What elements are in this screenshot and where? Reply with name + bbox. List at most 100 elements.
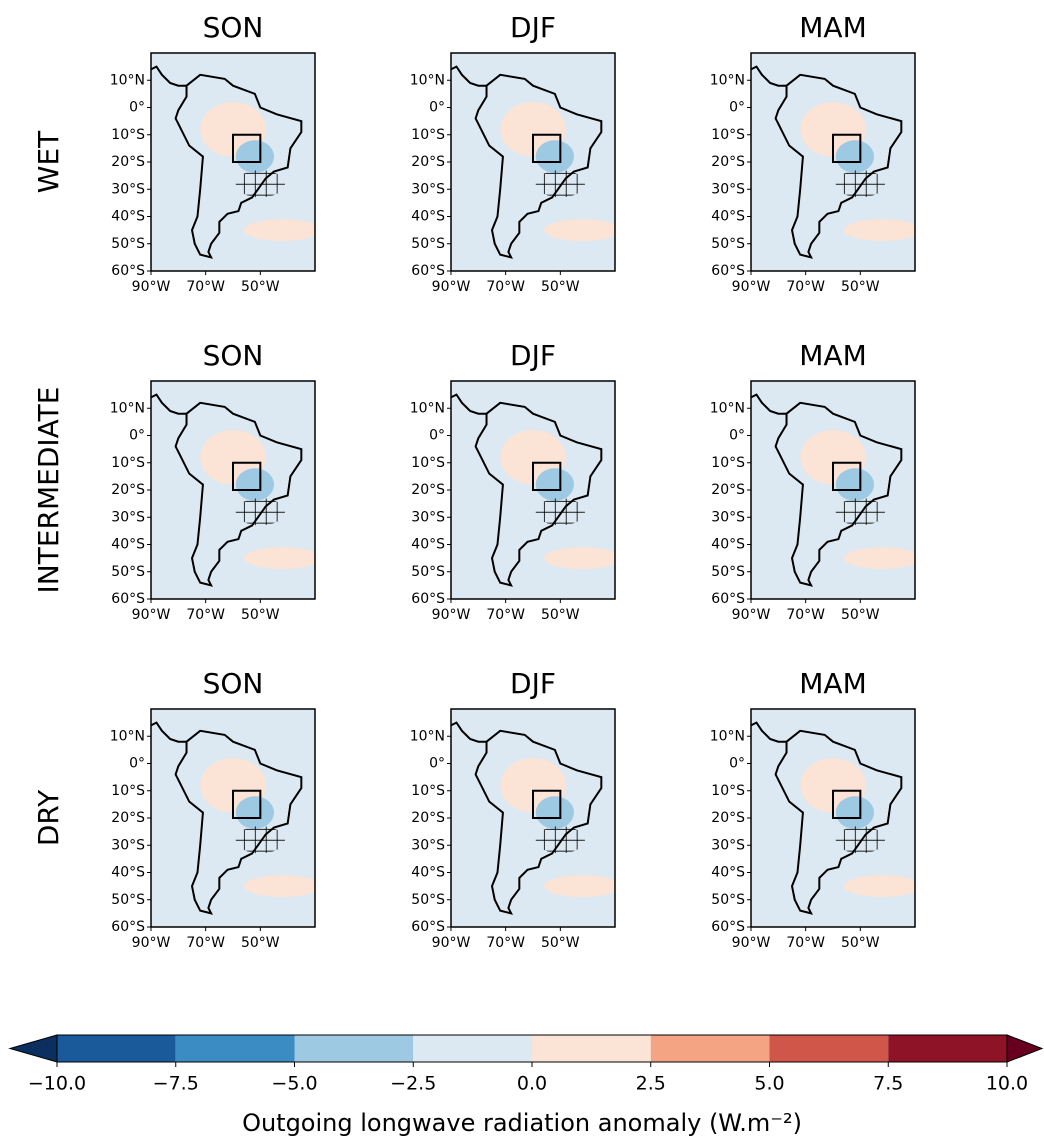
panel-title: DJF [510, 11, 556, 44]
colorbar-tick-label: 10.0 [986, 1073, 1028, 1095]
colorbar-tick-label: −10.0 [28, 1073, 86, 1095]
lat-tick-label: 0° [729, 756, 745, 772]
lat-tick-label: 40°S [711, 209, 745, 225]
lat-tick-label: 60°S [411, 263, 445, 279]
lat-tick-label: 0° [129, 428, 145, 444]
lon-tick-label: 70°W [486, 935, 525, 951]
lat-tick-label: 60°S [111, 919, 145, 935]
lon-tick-label: 50°W [841, 279, 880, 295]
lat-tick-label: 0° [429, 100, 445, 116]
colorbar-tick-label: −7.5 [153, 1073, 199, 1095]
lat-tick-label: 0° [129, 756, 145, 772]
lon-tick-label: 50°W [541, 279, 580, 295]
lat-tick-label: 10°S [411, 783, 445, 799]
lat-tick-label: 40°S [711, 537, 745, 553]
lat-tick-label: 0° [129, 100, 145, 116]
lon-tick-label: 50°W [241, 935, 280, 951]
lon-tick-label: 50°W [241, 607, 280, 623]
lat-tick-label: 10°N [410, 728, 445, 744]
lat-tick-label: 40°S [411, 537, 445, 553]
lat-tick-label: 50°S [711, 564, 745, 580]
lat-tick-label: 10°N [410, 400, 445, 416]
lat-tick-label: 20°S [711, 810, 745, 826]
lon-tick-label: 70°W [486, 279, 525, 295]
lat-tick-label: 20°S [411, 810, 445, 826]
lat-tick-label: 30°S [711, 509, 745, 525]
lat-tick-label: 30°S [411, 509, 445, 525]
panel-title: MAM [799, 11, 866, 44]
lat-tick-label: 10°N [110, 72, 145, 88]
lat-tick-label: 60°S [411, 919, 445, 935]
lon-tick-label: 70°W [186, 935, 225, 951]
lat-tick-label: 40°S [411, 209, 445, 225]
lon-tick-label: 70°W [186, 607, 225, 623]
row-label: DRY [32, 789, 65, 846]
lat-tick-label: 10°S [711, 455, 745, 471]
panel-title: DJF [510, 339, 556, 372]
lon-tick-label: 70°W [786, 935, 825, 951]
lat-tick-label: 50°S [411, 892, 445, 908]
colorbar-segment [294, 1035, 414, 1062]
colorbar-segment [888, 1035, 1007, 1062]
panel-title: MAM [799, 667, 866, 700]
lat-tick-label: 30°S [111, 181, 145, 197]
lon-tick-label: 90°W [432, 935, 471, 951]
lat-tick-label: 30°S [711, 181, 745, 197]
lon-tick-label: 70°W [486, 607, 525, 623]
lat-tick-label: 50°S [111, 892, 145, 908]
lon-tick-label: 70°W [786, 279, 825, 295]
lat-tick-label: 10°N [110, 400, 145, 416]
lat-tick-label: 10°N [710, 728, 745, 744]
lon-tick-label: 50°W [541, 607, 580, 623]
colorbar-segment [769, 1035, 889, 1062]
lat-tick-label: 10°S [111, 127, 145, 143]
colorbar-segment [175, 1035, 295, 1062]
colorbar-segment [532, 1035, 651, 1062]
lat-tick-label: 50°S [111, 236, 145, 252]
lon-tick-label: 70°W [786, 607, 825, 623]
lat-tick-label: 60°S [411, 591, 445, 607]
lon-tick-label: 90°W [732, 935, 771, 951]
colorbar-tick-label: −5.0 [271, 1073, 317, 1095]
lat-tick-label: 10°S [411, 127, 445, 143]
lat-tick-label: 20°S [711, 154, 745, 170]
colorbar-over [1006, 1034, 1044, 1063]
lat-tick-label: 30°S [411, 181, 445, 197]
lat-tick-label: 10°S [111, 783, 145, 799]
row-label: WET [32, 130, 65, 193]
lat-tick-label: 0° [429, 756, 445, 772]
lat-tick-label: 10°N [410, 72, 445, 88]
panel-title: SON [203, 339, 264, 372]
colorbar-tick-label: −2.5 [390, 1073, 436, 1095]
lat-tick-label: 0° [729, 428, 745, 444]
lat-tick-label: 20°S [411, 482, 445, 498]
lat-tick-label: 50°S [711, 236, 745, 252]
lat-tick-label: 20°S [411, 154, 445, 170]
lat-tick-label: 40°S [111, 865, 145, 881]
lat-tick-label: 50°S [411, 236, 445, 252]
colorbar-segment [57, 1035, 176, 1062]
lat-tick-label: 10°N [710, 400, 745, 416]
panel-title: DJF [510, 667, 556, 700]
colorbar-tick-label: 5.0 [754, 1073, 784, 1095]
lon-tick-label: 70°W [186, 279, 225, 295]
lat-tick-label: 40°S [411, 865, 445, 881]
lat-tick-label: 10°S [111, 455, 145, 471]
lat-tick-label: 20°S [111, 810, 145, 826]
lat-tick-label: 60°S [711, 919, 745, 935]
lat-tick-label: 30°S [411, 837, 445, 853]
lat-tick-label: 10°S [711, 127, 745, 143]
panel-title: SON [203, 11, 264, 44]
lat-tick-label: 60°S [711, 263, 745, 279]
colorbar-segment [413, 1035, 532, 1062]
lat-tick-label: 40°S [711, 865, 745, 881]
row-label: INTERMEDIATE [32, 387, 65, 594]
lon-tick-label: 50°W [841, 607, 880, 623]
lon-tick-label: 90°W [132, 607, 171, 623]
lon-tick-label: 90°W [732, 279, 771, 295]
lon-tick-label: 50°W [541, 935, 580, 951]
colorbar-tick-label: 0.0 [517, 1073, 547, 1095]
lat-tick-label: 60°S [111, 263, 145, 279]
lat-tick-label: 0° [429, 428, 445, 444]
